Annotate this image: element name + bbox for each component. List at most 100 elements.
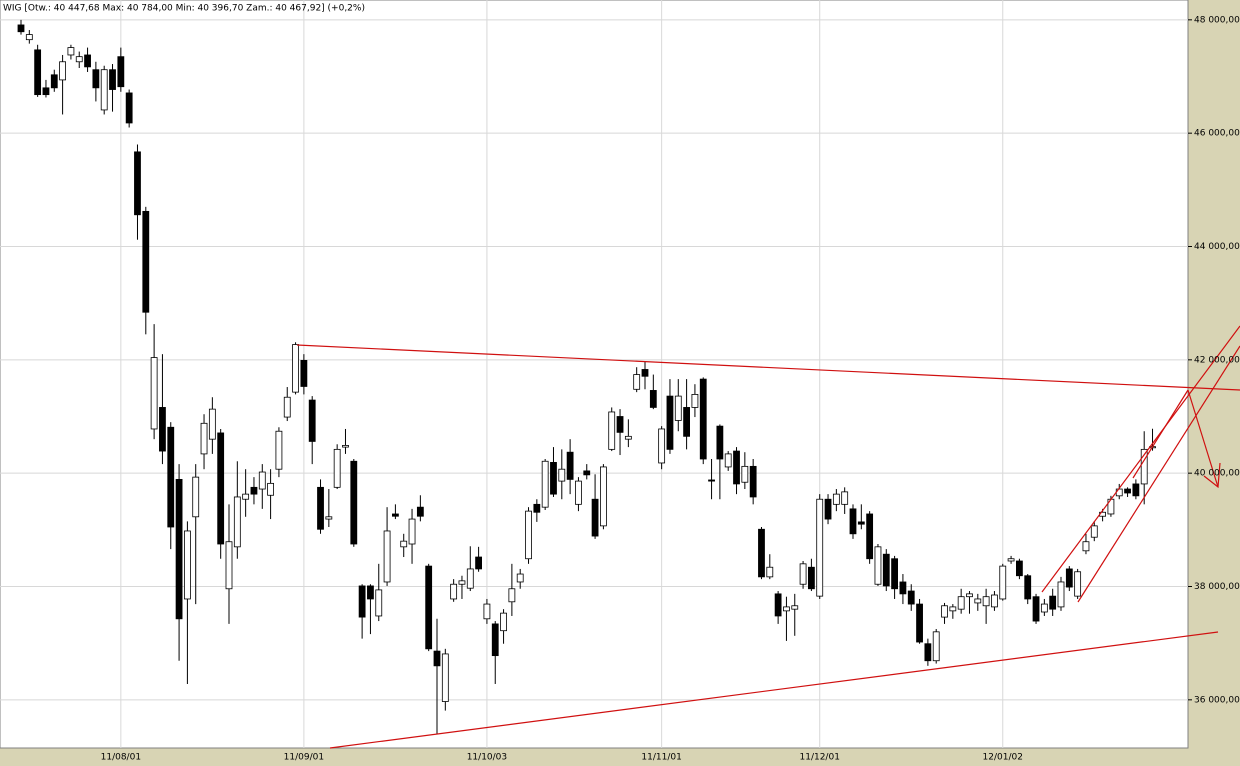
candle-body [159, 407, 166, 452]
candle-body [1057, 581, 1065, 608]
arrow-head [1203, 462, 1221, 489]
candle-body [42, 87, 50, 96]
candle-body [458, 580, 466, 585]
candle-body [533, 503, 541, 513]
candle-body [957, 596, 965, 610]
candle-body [1049, 595, 1057, 610]
candle-body [125, 92, 133, 124]
candle-body [816, 498, 824, 597]
candle-body [1082, 541, 1090, 552]
candle-body [516, 573, 524, 583]
candle-body [741, 465, 749, 483]
candle-body [175, 478, 183, 620]
candle-body [716, 425, 724, 460]
candle-body [25, 34, 33, 41]
candle-body [949, 606, 957, 612]
candle-body [766, 566, 774, 578]
y-tick-label: 44 000,00 [1194, 242, 1240, 252]
candle-body [932, 631, 940, 662]
candle-body [641, 369, 649, 377]
candle-body [100, 69, 108, 111]
x-tick-label: 11/08/01 [101, 753, 141, 763]
candle-body [475, 556, 483, 570]
candle-body [391, 513, 399, 517]
candle-body [192, 476, 200, 518]
candle-body [283, 396, 291, 418]
candle-body [92, 69, 100, 89]
candle-body [857, 521, 865, 525]
candle-body [808, 566, 815, 590]
candle-body [150, 357, 158, 430]
candle-body [267, 482, 275, 496]
trend-lines [296, 325, 1240, 749]
y-tick-label: 40 000,00 [1194, 469, 1240, 479]
candle-body [400, 540, 408, 548]
resistance-line [296, 344, 1240, 391]
candle-body [491, 623, 499, 657]
candle-body [450, 583, 458, 600]
candle-body [67, 47, 75, 56]
candle-body [749, 465, 757, 498]
candle-body [250, 486, 258, 495]
chart-title: WIG [Otw.: 40 447,68 Max: 40 784,00 Min:… [3, 4, 365, 14]
candle-body [367, 585, 374, 600]
y-tick-label: 38 000,00 [1194, 582, 1240, 592]
candle-body [899, 581, 907, 595]
candle-body [616, 416, 624, 433]
candle-body [624, 435, 632, 440]
candle-body [683, 407, 690, 437]
candle-body [508, 588, 516, 603]
arrow-line [1132, 389, 1189, 479]
candle-body [791, 605, 799, 610]
candle-body [907, 590, 915, 605]
candle-body [333, 448, 341, 488]
candle-body [550, 461, 557, 495]
candle-body [167, 426, 175, 528]
candle-body [59, 61, 66, 81]
candle-body [541, 460, 549, 508]
candle-body [824, 498, 832, 520]
candle-body [758, 528, 765, 578]
candle-body [416, 506, 424, 517]
candle-body [1040, 603, 1048, 613]
candle-body [109, 69, 116, 90]
candle-body [1074, 571, 1082, 597]
candle-body [991, 594, 998, 608]
x-tick-label: 11/11/01 [641, 753, 681, 763]
candle-body [966, 593, 973, 598]
candle-body [525, 510, 532, 560]
y-tick-label: 42 000,00 [1194, 355, 1240, 365]
candle-body [724, 453, 732, 468]
candle-body [183, 530, 191, 600]
candle-body [999, 565, 1007, 600]
candle-body [408, 518, 416, 545]
y-tick-label: 36 000,00 [1194, 695, 1240, 705]
candle-body [974, 598, 982, 604]
x-tick-label: 12/01/02 [983, 753, 1023, 763]
y-tick-label: 46 000,00 [1194, 129, 1240, 139]
candle-body [1132, 483, 1140, 497]
candle-body [924, 643, 932, 662]
candle-body [225, 541, 233, 590]
channel-upper [1041, 325, 1240, 593]
candle-body [783, 606, 790, 612]
channel-lower [1077, 345, 1240, 603]
candle-body [916, 603, 923, 643]
candle-body [774, 593, 782, 617]
candle-body [466, 568, 474, 589]
candle-body [342, 444, 349, 448]
candle-body [242, 493, 250, 500]
arrow-line [1187, 389, 1219, 488]
candle-body [117, 56, 125, 88]
candle-body [383, 530, 391, 583]
y-tick-label: 48 000,00 [1194, 15, 1240, 25]
candle-body [275, 430, 283, 470]
candle-body [1024, 575, 1032, 600]
candle-body [633, 374, 641, 390]
candle-body [17, 24, 25, 33]
candle-body [300, 359, 308, 387]
candle-body [799, 563, 807, 585]
candle-body [425, 565, 433, 650]
candle-body [674, 395, 682, 421]
